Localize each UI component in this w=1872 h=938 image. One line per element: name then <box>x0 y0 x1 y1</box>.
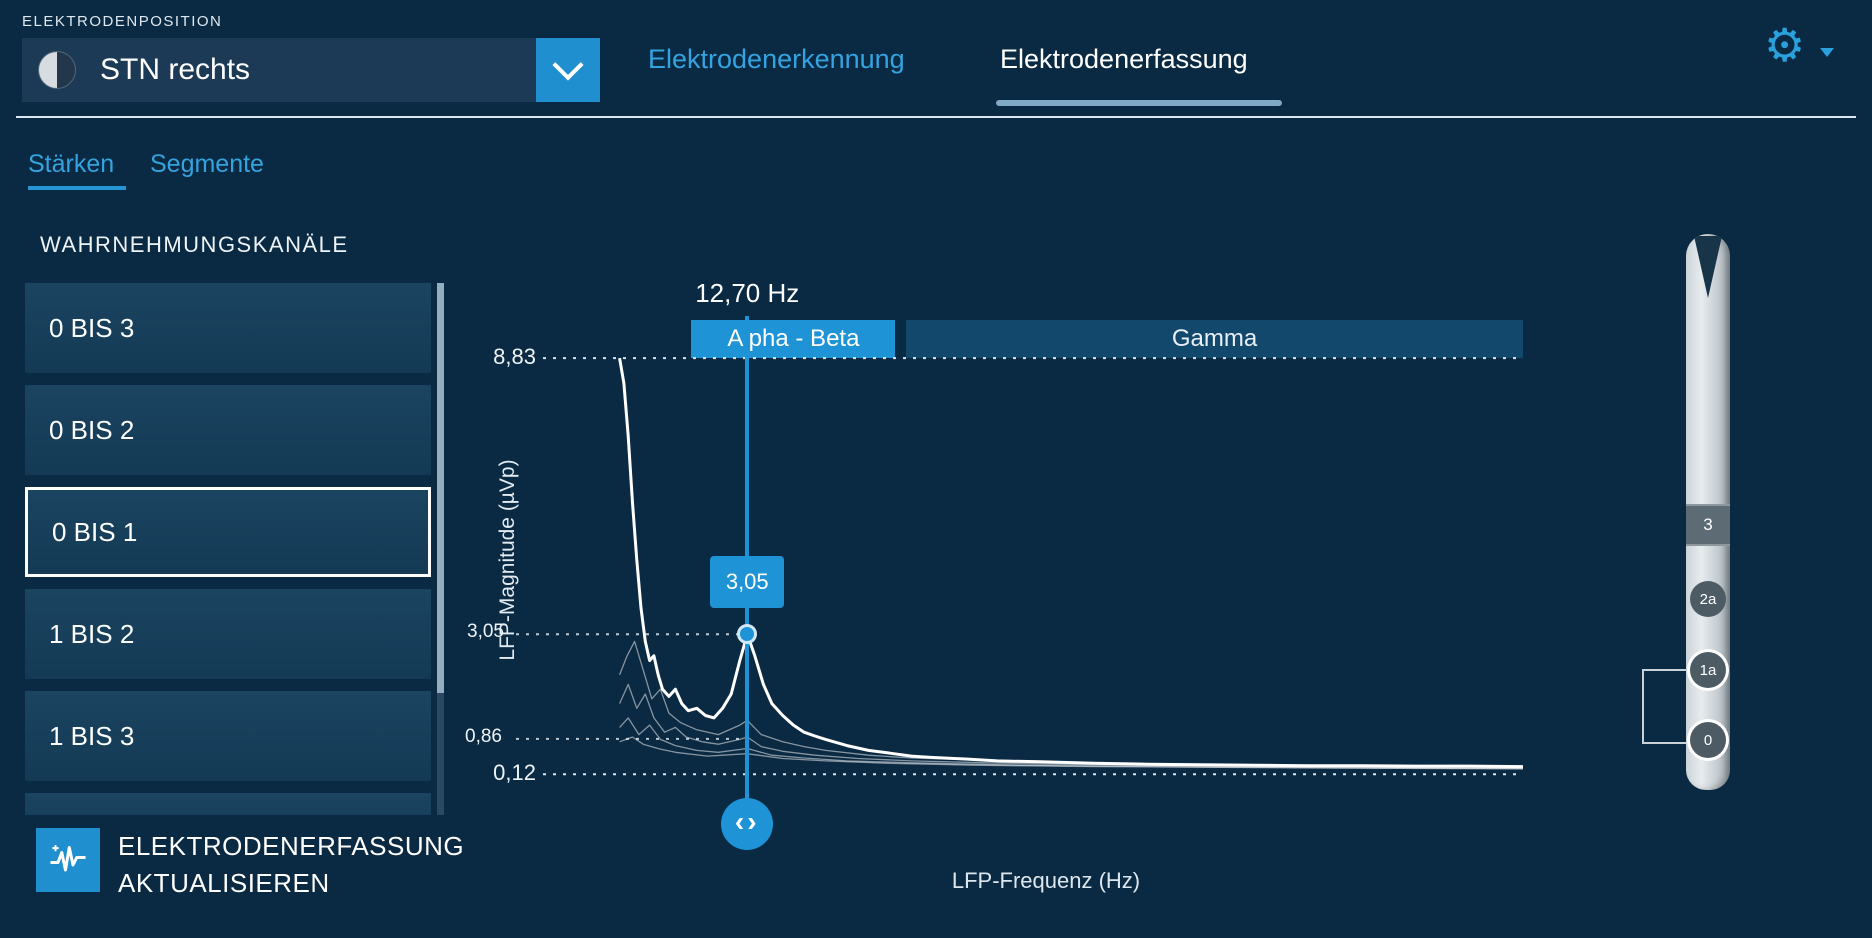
band-alpha-beta[interactable]: Alpha - Beta <box>691 320 896 358</box>
marker-value-badge: 3,05 <box>710 556 785 608</box>
electrode-lead-graphic: 3 2a 1a 0 <box>1686 234 1730 790</box>
channel-item-0-bis-1[interactable]: 0 BIS 1 <box>25 487 431 577</box>
update-button-label-line2: AKTUALISIEREN <box>118 868 330 898</box>
y-tick-3-05: 3,05 <box>467 621 504 642</box>
tab-elektrodenerfassung[interactable]: Elektrodenerfassung <box>1000 44 1248 74</box>
y-tick-0-12: 0,12 <box>493 760 536 785</box>
channel-item-0-bis-3[interactable]: 0 BIS 3 <box>25 283 431 373</box>
update-button-label-line1: ELEKTRODENERFASSUNG <box>118 831 465 861</box>
tab-elektrodenerkennung[interactable]: Elektrodenerkennung <box>648 44 905 74</box>
contact-1a[interactable]: 1a <box>1690 652 1726 688</box>
lead-orientation-marker-icon <box>1694 236 1722 298</box>
frequency-drag-handle[interactable] <box>721 798 774 850</box>
spectrum-curve-channel-b <box>618 640 1524 768</box>
channel-item-1-bis-3[interactable]: 1 BIS 3 <box>25 691 431 781</box>
subtab-segmente[interactable]: Segmente <box>150 150 264 178</box>
y-tick-8-83: 8,83 <box>493 344 536 369</box>
contact-2a[interactable]: 2a <box>1690 581 1726 617</box>
lead-body: 3 <box>1686 234 1730 790</box>
channel-item-0-bis-2[interactable]: 0 BIS 2 <box>25 385 431 475</box>
sensing-channels-heading: WAHRNEHMUNGSKANÄLE <box>40 232 349 257</box>
hemisphere-icon <box>38 51 76 89</box>
active-tab-underline <box>996 100 1282 106</box>
channel-list-scrollbar[interactable] <box>437 283 444 815</box>
dropdown-chevron-button[interactable] <box>536 38 600 102</box>
spectrum-curve-channel-d <box>619 717 1524 770</box>
sensing-pair-bracket <box>1642 669 1688 744</box>
gear-icon[interactable] <box>1764 22 1805 68</box>
y-tick-0-86: 0,86 <box>465 726 502 747</box>
subtab-staerken[interactable]: Stärken <box>28 150 115 178</box>
spectrum-curve-channel-e <box>619 736 1524 770</box>
waveform-icon <box>36 828 100 892</box>
electrode-position-value: STN rechts <box>100 53 251 86</box>
header-divider <box>16 116 1856 118</box>
scrollbar-thumb[interactable] <box>437 283 444 693</box>
contact-0[interactable]: 0 <box>1690 722 1726 758</box>
update-sensing-button[interactable]: ELEKTRODENERFASSUNG AKTUALISIEREN <box>36 828 464 902</box>
settings-caret-icon[interactable] <box>1820 48 1834 57</box>
active-subtab-underline <box>28 186 126 190</box>
channel-item-1-bis-2[interactable]: 1 BIS 2 <box>25 589 431 679</box>
electrode-position-dropdown[interactable]: STN rechts <box>22 38 600 102</box>
channel-item-partial[interactable] <box>25 793 431 815</box>
spectrum-curve-channel-c <box>619 683 1524 769</box>
marker-frequency-label: 12,70 Hz <box>695 278 800 308</box>
chevron-down-icon <box>552 49 584 81</box>
peak-marker-dot <box>737 624 758 645</box>
x-axis-title: LFP-Frequenz (Hz) <box>951 868 1141 893</box>
contact-3[interactable]: 3 <box>1686 504 1730 546</box>
electrode-position-label: ELEKTRODENPOSITION <box>22 13 223 30</box>
band-gamma[interactable]: Gamma <box>906 320 1523 358</box>
